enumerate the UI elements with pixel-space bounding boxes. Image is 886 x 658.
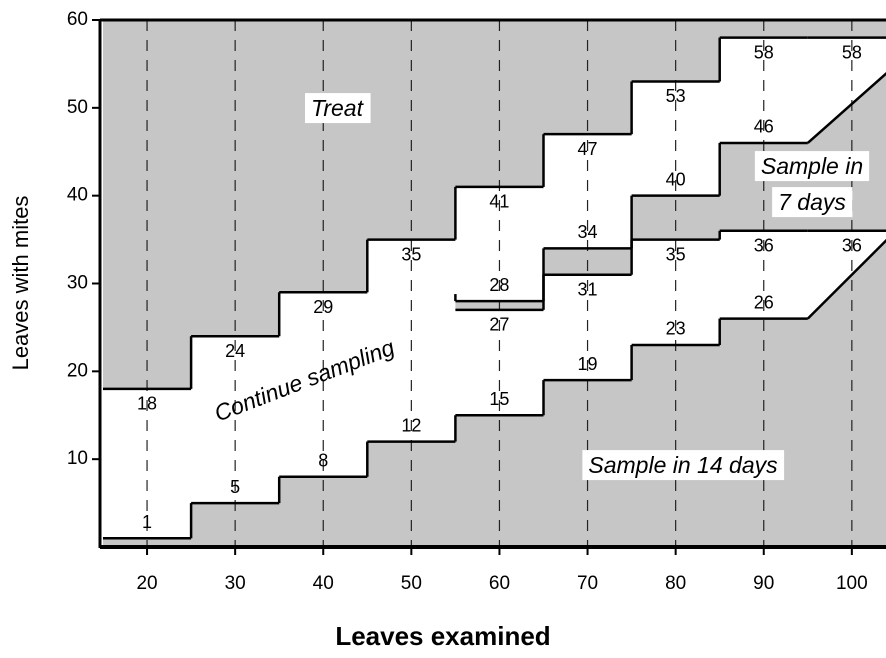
seven-day-region <box>455 73 886 310</box>
x-tick-label: 80 <box>665 573 686 594</box>
x-tick-label: 90 <box>753 573 774 594</box>
data-label: 19 <box>578 354 598 374</box>
data-label: 35 <box>401 244 421 264</box>
annotation-text: Sample in <box>761 153 863 179</box>
annotation-text: Sample in 14 days <box>588 452 778 478</box>
treat-region <box>103 20 886 389</box>
data-label: 18 <box>137 394 157 414</box>
data-label: 15 <box>489 389 509 409</box>
data-label: 58 <box>754 42 774 62</box>
data-label: 40 <box>666 169 686 189</box>
data-label: 8 <box>318 450 328 470</box>
data-label: 53 <box>666 86 686 106</box>
data-label: 23 <box>666 319 686 339</box>
y-tick-label: 30 <box>67 273 88 294</box>
annotation-box <box>772 187 853 218</box>
annotation: 7 days <box>772 187 853 218</box>
y-tick-label: 40 <box>67 185 88 206</box>
y-tick-label: 50 <box>67 97 88 118</box>
annotation-box <box>305 93 371 124</box>
data-label: 31 <box>578 279 598 299</box>
y-tick-label: 60 <box>67 9 88 30</box>
x-tick-label: 20 <box>136 573 157 594</box>
annotation-text: Treat <box>311 95 365 121</box>
data-label: 41 <box>489 192 509 212</box>
data-label: 35 <box>666 244 686 264</box>
data-label: 26 <box>754 292 774 312</box>
x-tick-label: 60 <box>489 573 510 594</box>
boundary-lines <box>103 36 886 540</box>
data-label: 47 <box>578 139 598 159</box>
data-label: 34 <box>578 222 598 242</box>
x-tick-label: 70 <box>577 573 598 594</box>
annotation: Treat <box>305 93 371 124</box>
y-tick-label: 20 <box>67 360 88 381</box>
annotation-box <box>754 151 870 182</box>
y-axis-title: Leaves with mites <box>8 196 33 371</box>
x-tick-label: 40 <box>313 573 334 594</box>
tail-segment <box>806 238 886 320</box>
data-label: 46 <box>754 117 774 137</box>
data-label: 28 <box>489 275 509 295</box>
data-label: 24 <box>225 341 245 361</box>
data-label: 36 <box>842 236 862 256</box>
x-axis-title: Leaves examined <box>335 621 550 651</box>
data-label: 5 <box>230 477 240 497</box>
tail-segment <box>806 71 886 144</box>
annotation-box <box>582 450 785 481</box>
y-tick-label: 10 <box>67 448 88 469</box>
data-label: 12 <box>401 415 421 435</box>
data-label: 27 <box>489 315 509 335</box>
data-label: 36 <box>754 236 774 256</box>
annotation: Sample in 14 days <box>582 450 785 481</box>
annotation: Sample in <box>754 151 870 182</box>
x-tick-label: 100 <box>836 573 868 594</box>
data-label: 1 <box>142 512 152 532</box>
data-label: 29 <box>313 297 333 317</box>
data-label: 58 <box>842 42 862 62</box>
annotation-text: 7 days <box>778 189 846 215</box>
x-tick-label: 50 <box>401 573 422 594</box>
x-tick-label: 30 <box>225 573 246 594</box>
